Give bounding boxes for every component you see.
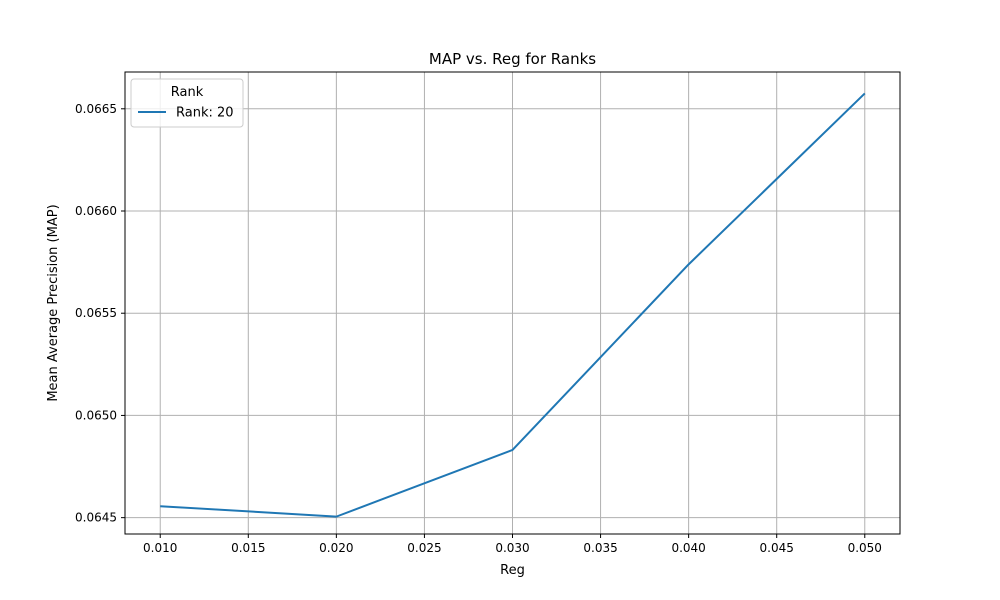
y-tick-label: 0.0660 (75, 204, 117, 218)
y-tick-label: 0.0650 (75, 408, 117, 422)
y-axis-label: Mean Average Precision (MAP) (46, 204, 61, 401)
y-tick-label: 0.0665 (75, 102, 117, 116)
chart-title: MAP vs. Reg for Ranks (429, 50, 596, 68)
x-tick-label: 0.025 (407, 541, 441, 555)
x-axis-label: Reg (500, 563, 525, 578)
x-tick-label: 0.040 (671, 541, 705, 555)
x-tick-label: 0.045 (760, 541, 794, 555)
legend-entry-label: Rank: 20 (176, 106, 234, 121)
x-tick-label: 0.010 (143, 541, 177, 555)
x-tick-label: 0.015 (231, 541, 265, 555)
y-axis-ticks: 0.0645 0.0650 0.0655 0.0660 0.0665 (75, 102, 125, 525)
legend-title: Rank (171, 85, 204, 100)
y-tick-label: 0.0645 (75, 511, 117, 525)
x-tick-label: 0.050 (848, 541, 882, 555)
series-layer (160, 92, 866, 518)
x-tick-label: 0.035 (583, 541, 617, 555)
y-tick-label: 0.0655 (75, 306, 117, 320)
x-tick-label: 0.030 (495, 541, 529, 555)
legend: Rank Rank: 20 (130, 78, 244, 128)
legend-box (130, 78, 244, 128)
series-line (160, 92, 866, 518)
x-tick-label: 0.020 (319, 541, 353, 555)
grid (125, 72, 900, 534)
x-axis-ticks: 0.010 0.015 0.020 0.025 0.030 0.035 0.040 0.045… (143, 534, 882, 555)
